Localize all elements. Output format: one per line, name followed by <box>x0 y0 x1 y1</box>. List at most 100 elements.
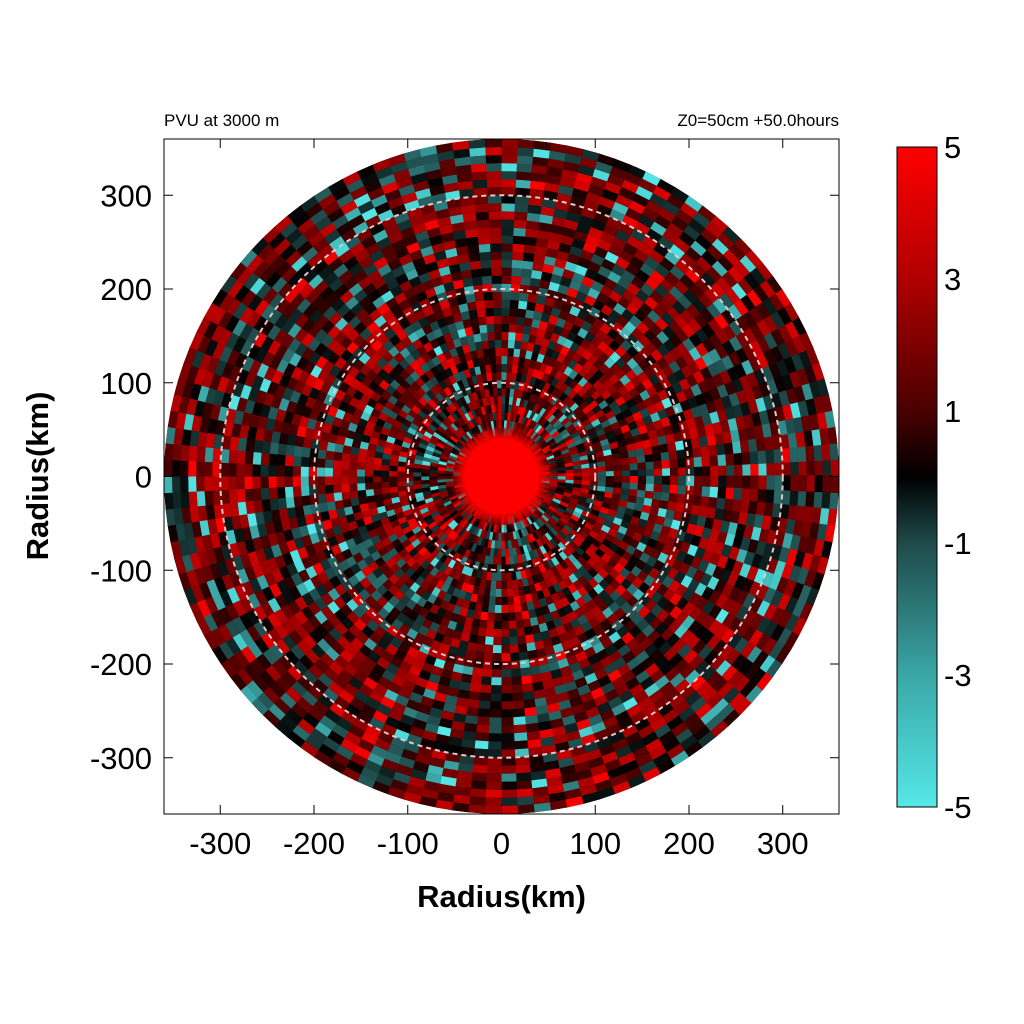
field-cell <box>390 265 406 279</box>
field-cell <box>518 586 526 596</box>
field-cell <box>467 309 478 319</box>
field-cell <box>334 695 351 711</box>
field-cell <box>694 355 707 371</box>
field-cell <box>340 523 351 534</box>
field-cell <box>607 415 618 425</box>
field-cell <box>286 205 306 223</box>
field-cell <box>742 463 751 477</box>
field-cell <box>500 155 518 164</box>
field-cell <box>557 657 570 669</box>
field-cell <box>328 311 343 327</box>
field-cell <box>539 516 548 525</box>
field-cell <box>259 535 272 550</box>
field-cell <box>733 236 752 256</box>
field-cell <box>405 513 415 522</box>
field-cell <box>537 655 550 666</box>
field-cell <box>631 663 646 677</box>
field-cell <box>688 426 699 439</box>
field-cell <box>289 549 302 564</box>
field-cell <box>788 369 802 388</box>
field-cell <box>581 791 601 804</box>
field-cell <box>324 291 340 307</box>
field-cell <box>385 528 396 538</box>
field-cell <box>214 576 228 595</box>
field-cell <box>740 640 757 659</box>
field-cell <box>459 336 469 346</box>
field-cell <box>456 407 465 417</box>
field-cell <box>805 346 820 366</box>
field-cell <box>785 386 798 405</box>
field-cell <box>209 404 221 422</box>
field-cell <box>408 534 418 544</box>
field-cell <box>706 362 720 377</box>
field-cell <box>368 717 386 732</box>
field-cell <box>560 538 570 548</box>
field-cell <box>652 490 662 501</box>
field-cell <box>453 514 462 523</box>
field-cell <box>429 462 439 468</box>
field-cell <box>492 307 502 316</box>
field-cell <box>479 332 489 342</box>
field-cell <box>462 624 473 635</box>
field-cell <box>456 516 464 525</box>
field-cell <box>557 756 575 769</box>
field-cell <box>819 506 830 525</box>
field-cell <box>550 396 559 406</box>
field-cell <box>666 632 681 647</box>
field-cell <box>600 419 611 429</box>
field-cell <box>332 416 343 429</box>
field-cell <box>346 760 366 775</box>
field-cell <box>293 445 303 458</box>
field-cell <box>473 535 481 545</box>
field-cell <box>430 242 445 254</box>
field-cell <box>709 214 729 233</box>
field-cell <box>651 444 661 455</box>
field-cell <box>659 442 669 453</box>
field-cell <box>582 561 593 572</box>
field-cell <box>561 268 575 280</box>
field-cell <box>560 302 573 314</box>
field-cell <box>395 764 414 777</box>
field-cell <box>286 562 299 577</box>
field-cell <box>322 519 333 531</box>
field-cell <box>708 332 723 349</box>
field-cell <box>653 400 665 412</box>
field-cell <box>454 786 472 797</box>
field-cell <box>318 222 337 239</box>
field-cell <box>545 694 559 706</box>
field-cell <box>700 351 715 367</box>
field-cell <box>436 504 445 511</box>
field-cell <box>687 317 702 333</box>
field-cell <box>574 507 584 515</box>
field-cell <box>476 594 485 604</box>
field-cell <box>181 507 192 525</box>
field-cell <box>395 529 406 539</box>
field-cell <box>518 643 529 653</box>
field-cell <box>429 473 438 477</box>
field-cell <box>387 258 402 272</box>
field-cell <box>455 389 464 399</box>
field-cell <box>486 620 495 629</box>
field-cell <box>604 296 618 310</box>
field-cell <box>313 342 328 357</box>
field-cell <box>578 156 598 169</box>
field-cell <box>349 697 367 712</box>
field-cell <box>588 713 604 727</box>
field-cell <box>675 596 690 611</box>
field-cell <box>739 400 751 416</box>
field-cell <box>521 366 529 376</box>
field-cell <box>335 435 346 446</box>
field-cell <box>492 556 498 565</box>
field-cell <box>699 307 715 324</box>
field-cell <box>338 381 350 394</box>
field-cell <box>294 435 305 448</box>
field-cell <box>271 568 284 584</box>
field-cell <box>481 275 492 285</box>
field-cell <box>307 706 326 723</box>
field-cell <box>699 227 718 245</box>
field-cell <box>743 271 760 290</box>
field-cell <box>446 744 463 755</box>
field-cell <box>421 483 430 489</box>
field-cell <box>305 374 318 388</box>
